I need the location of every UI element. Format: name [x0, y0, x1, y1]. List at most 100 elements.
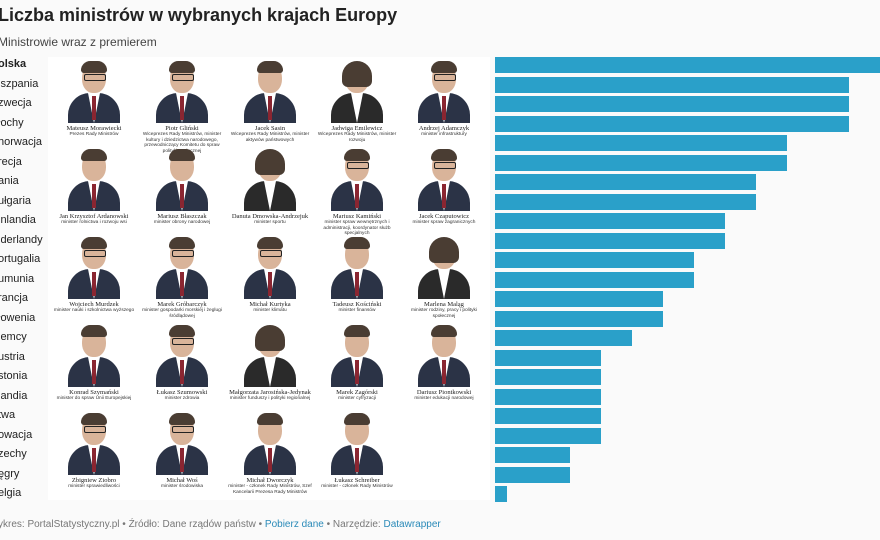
- chart-footer: ykres: PortalStatystyczny.pl • Źródło: D…: [0, 519, 441, 530]
- minister-portrait: [240, 413, 300, 475]
- category-label: elgia: [0, 487, 22, 499]
- minister-name: Jacek Czaputowicz: [419, 213, 469, 220]
- minister-portrait: [414, 237, 474, 299]
- minister-name: Michał Dworczyk: [246, 477, 294, 484]
- category-label: horwacja: [0, 136, 43, 148]
- minister-portrait: [64, 149, 124, 211]
- minister-role: minister spraw zagranicznych: [412, 220, 476, 225]
- minister-name: Mariusz Kamiński: [332, 213, 382, 220]
- minister-role: minister sprawiedliwości: [68, 484, 120, 489]
- minister-name: Mateusz Morawiecki: [66, 125, 122, 132]
- minister-name: Marlena Maląg: [424, 301, 464, 308]
- minister-role: minister finansów: [338, 308, 376, 313]
- bar-niderlandy: [495, 232, 725, 249]
- minister-portrait: [152, 61, 212, 123]
- minister-card: Jacek Czaputowicz minister spraw zagranic…: [400, 149, 488, 226]
- chart-title: Liczba ministrów w wybranych krajach Eur…: [0, 5, 398, 25]
- minister-name: Małgorzata Jarosińska-Jedynak: [229, 389, 311, 396]
- minister-portrait: [64, 413, 124, 475]
- footer-tool-label: • Narzędzie:: [323, 519, 384, 530]
- minister-name: Jacek Sasin: [254, 125, 286, 132]
- category-label: ułgaria: [0, 194, 32, 207]
- minister-card: Jadwiga Emilewicz Wiceprezes Rady Ministr…: [313, 61, 401, 143]
- minister-role: minister spraw wewnętrznych i administra…: [323, 220, 391, 237]
- category-label: rancja: [0, 292, 28, 304]
- minister-portrait: [327, 413, 387, 475]
- minister-portrait: [152, 413, 212, 475]
- minister-role: minister edukacji narodowej: [414, 396, 474, 401]
- minister-name: Łukasz Schreiber: [334, 477, 380, 484]
- minister-name: Mariusz Błaszczak: [157, 213, 207, 220]
- minister-role: Wiceprezes Rady Ministrów, minister rozw…: [317, 132, 397, 143]
- minister-name: Łukasz Szumowski: [156, 389, 208, 396]
- minister-role: minister do spraw Unii Europejskiej: [56, 396, 132, 401]
- bar-finlandia: [495, 213, 725, 229]
- minister-role: minister - członek Rady Ministrów, Szef …: [228, 484, 312, 495]
- minister-card: Jacek Sasin Wiceprezes Rady Ministrów, mi…: [226, 61, 314, 143]
- minister-portrait: [414, 325, 474, 387]
- category-label: ęgry: [0, 467, 20, 480]
- datawrapper-link[interactable]: Datawrapper: [383, 519, 441, 530]
- minister-name: Andrzej Adamczyk: [418, 125, 470, 132]
- minister-portrait: [327, 237, 387, 299]
- minister-name: Danuta Dmowska-Andrzejuk: [231, 213, 309, 220]
- download-data-link[interactable]: Pobierz dane: [264, 519, 324, 530]
- bar-słowacja: [495, 427, 601, 444]
- minister-portrait: [327, 61, 387, 123]
- minister-role: minister gospodarki morskiej i żeglugi ś…: [142, 308, 222, 319]
- minister-role: minister funduszy i polityki regionalnej: [229, 396, 311, 401]
- bar-niemcy: [495, 330, 632, 346]
- bar-polska: [495, 57, 880, 73]
- bar-portugalia: [495, 252, 694, 268]
- minister-portrait: [240, 149, 300, 211]
- category-label: łowenia: [0, 311, 36, 324]
- bar-czechy: [495, 447, 570, 463]
- minister-card: Konrad Szymański minister do spraw Unii E…: [50, 325, 138, 402]
- bar-belgia: [495, 486, 508, 502]
- minister-card: Łukasz Schreiber minister - członek Rady …: [313, 413, 401, 490]
- minister-card: Mateusz Morawiecki Prezes Rady Ministrów: [50, 61, 138, 138]
- bar-rumunia: [495, 271, 694, 288]
- bar-dania: [495, 174, 756, 190]
- minister-card: Zbigniew Ziobro minister sprawiedliwości: [50, 413, 138, 490]
- minister-card: Michał Dworczyk minister - członek Rady M…: [226, 413, 314, 495]
- bar-irlandia: [495, 388, 601, 405]
- minister-role: minister cyfryzacji: [338, 396, 376, 401]
- category-label: iderlandy: [0, 233, 43, 246]
- minister-role: minister sportu: [254, 220, 286, 225]
- minister-role: minister zdrowia: [164, 396, 200, 401]
- category-label: umunia: [0, 272, 35, 285]
- category-label: landia: [0, 389, 28, 402]
- minister-portrait: [240, 61, 300, 123]
- minister-portrait: [414, 61, 474, 123]
- minister-portrait: [240, 325, 300, 387]
- minister-name: Jan Krzysztof Ardanowski: [59, 213, 129, 220]
- minister-name: Michał Woś: [166, 477, 198, 484]
- minister-card: Tadeusz Kościński minister finansów: [313, 237, 401, 314]
- minister-role: Prezes Rady Ministrów: [69, 132, 119, 137]
- minister-role: minister - członek Rady Ministrów: [321, 484, 393, 489]
- minister-card: Małgorzata Jarosińska-Jedynak minister fu…: [226, 325, 314, 402]
- minister-portrait: [64, 325, 124, 387]
- bar-łotwa: [495, 408, 601, 424]
- minister-role: Wiceprezes Rady Ministrów, minister akty…: [230, 132, 310, 143]
- category-label: ustria: [0, 350, 25, 363]
- minister-name: Michał Kurtyka: [249, 301, 291, 308]
- bar-słowenia: [495, 310, 663, 327]
- minister-name: Konrad Szymański: [69, 389, 119, 396]
- ministers-photo-panel: Mateusz Morawiecki Prezes Rady Ministrów P…: [48, 57, 490, 500]
- minister-card: Łukasz Szumowski minister zdrowia: [138, 325, 226, 402]
- minister-card: Dariusz Piontkowski minister edukacji nar…: [400, 325, 488, 402]
- bar-bułgaria: [495, 193, 756, 210]
- minister-role: minister rodziny, pracy i polityki społe…: [410, 308, 478, 319]
- minister-portrait: [64, 61, 124, 123]
- minister-name: Dariusz Piontkowski: [416, 389, 472, 396]
- minister-portrait: [152, 149, 212, 211]
- minister-card: Marek Zagórski minister cyfryzacji: [313, 325, 401, 402]
- minister-card: Danuta Dmowska-Andrzejuk minister sportu: [226, 149, 314, 226]
- minister-name: Wojciech Murdzek: [69, 301, 119, 308]
- category-label: inlandia: [0, 214, 36, 226]
- minister-name: Marek Gróbarczyk: [157, 301, 207, 308]
- minister-portrait: [414, 149, 474, 211]
- minister-card: Piotr Gliński Wiceprezes Rady Ministrów, …: [138, 61, 226, 154]
